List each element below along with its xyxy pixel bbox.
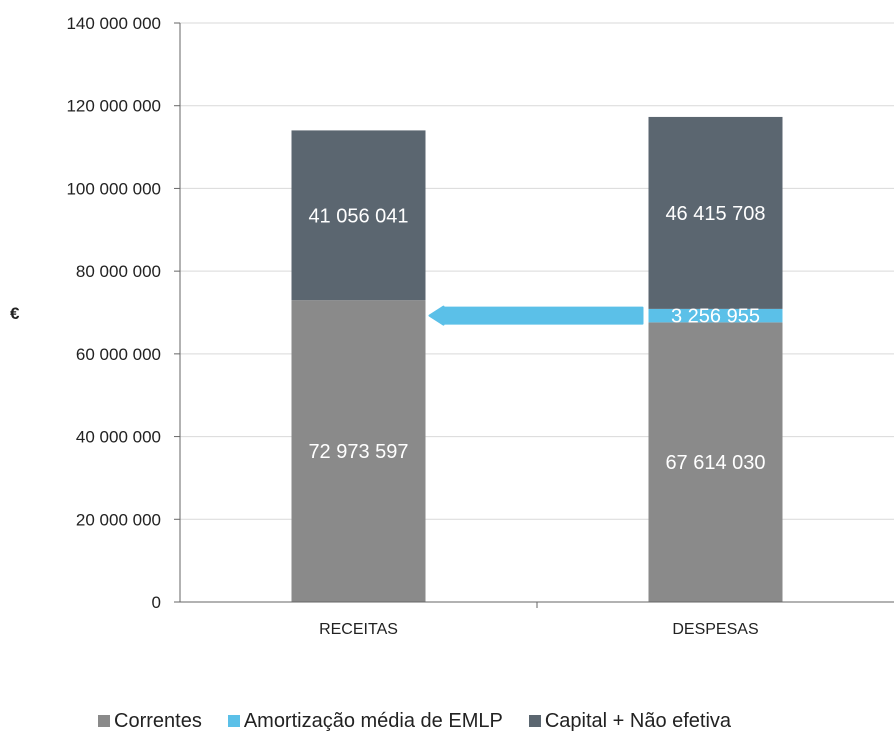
- y-tick-label: 0: [152, 593, 161, 612]
- data-label: 67 614 030: [665, 452, 765, 474]
- y-tick-label: 140 000 000: [66, 14, 161, 33]
- amortization-arrow: [428, 305, 644, 326]
- legend-swatch: [528, 715, 541, 727]
- legend: Correntes Amortização média de EMLP Capita…: [98, 708, 757, 734]
- data-label: 46 415 708: [665, 203, 765, 225]
- legend-label: Amortização média de EMLP: [243, 709, 503, 732]
- x-tick-label: DESPESAS: [672, 621, 758, 638]
- legend-label: Correntes: [114, 709, 202, 732]
- y-tick-label: 60 000 000: [76, 345, 161, 364]
- legend-item: Correntes: [98, 710, 202, 733]
- y-axis-label: €: [10, 304, 20, 323]
- y-tick-label: 40 000 000: [76, 428, 161, 447]
- bars: [291, 116, 783, 602]
- x-axis: RECEITAS DESPESAS: [180, 601, 894, 638]
- y-tick-label: 80 000 000: [76, 262, 161, 281]
- y-tick-label: 120 000 000: [66, 97, 161, 116]
- legend-item: Amortização média de EMLP: [227, 709, 503, 733]
- bar-segment: [291, 300, 426, 602]
- bar-segment: [648, 116, 783, 309]
- legend-swatch: [227, 715, 240, 727]
- gridlines: [180, 22, 894, 520]
- legend-label: Capital + Não efetiva: [544, 709, 732, 732]
- y-tick-label: 100 000 000: [66, 179, 161, 198]
- legend-item: Capital + Não efetiva: [528, 709, 732, 733]
- bar-segment: [291, 130, 426, 301]
- bar-segment: [648, 322, 783, 602]
- legend-swatch: [98, 715, 110, 727]
- arrow-shape: [428, 305, 644, 326]
- data-label: 3 256 955: [671, 306, 760, 328]
- y-tick-label: 20 000 000: [76, 510, 161, 529]
- bar-segment: [648, 308, 783, 323]
- data-label: 41 056 041: [308, 205, 408, 227]
- data-label: 72 973 597: [308, 441, 408, 463]
- y-axis: 0 20 000 000 40 000 000 60 000 000 80 000 00…: [66, 14, 181, 612]
- x-tick-label: RECEITAS: [319, 621, 398, 638]
- segment-labels: 72 973 597 41 056 041 67 614 030 3 256 955 4…: [308, 203, 765, 474]
